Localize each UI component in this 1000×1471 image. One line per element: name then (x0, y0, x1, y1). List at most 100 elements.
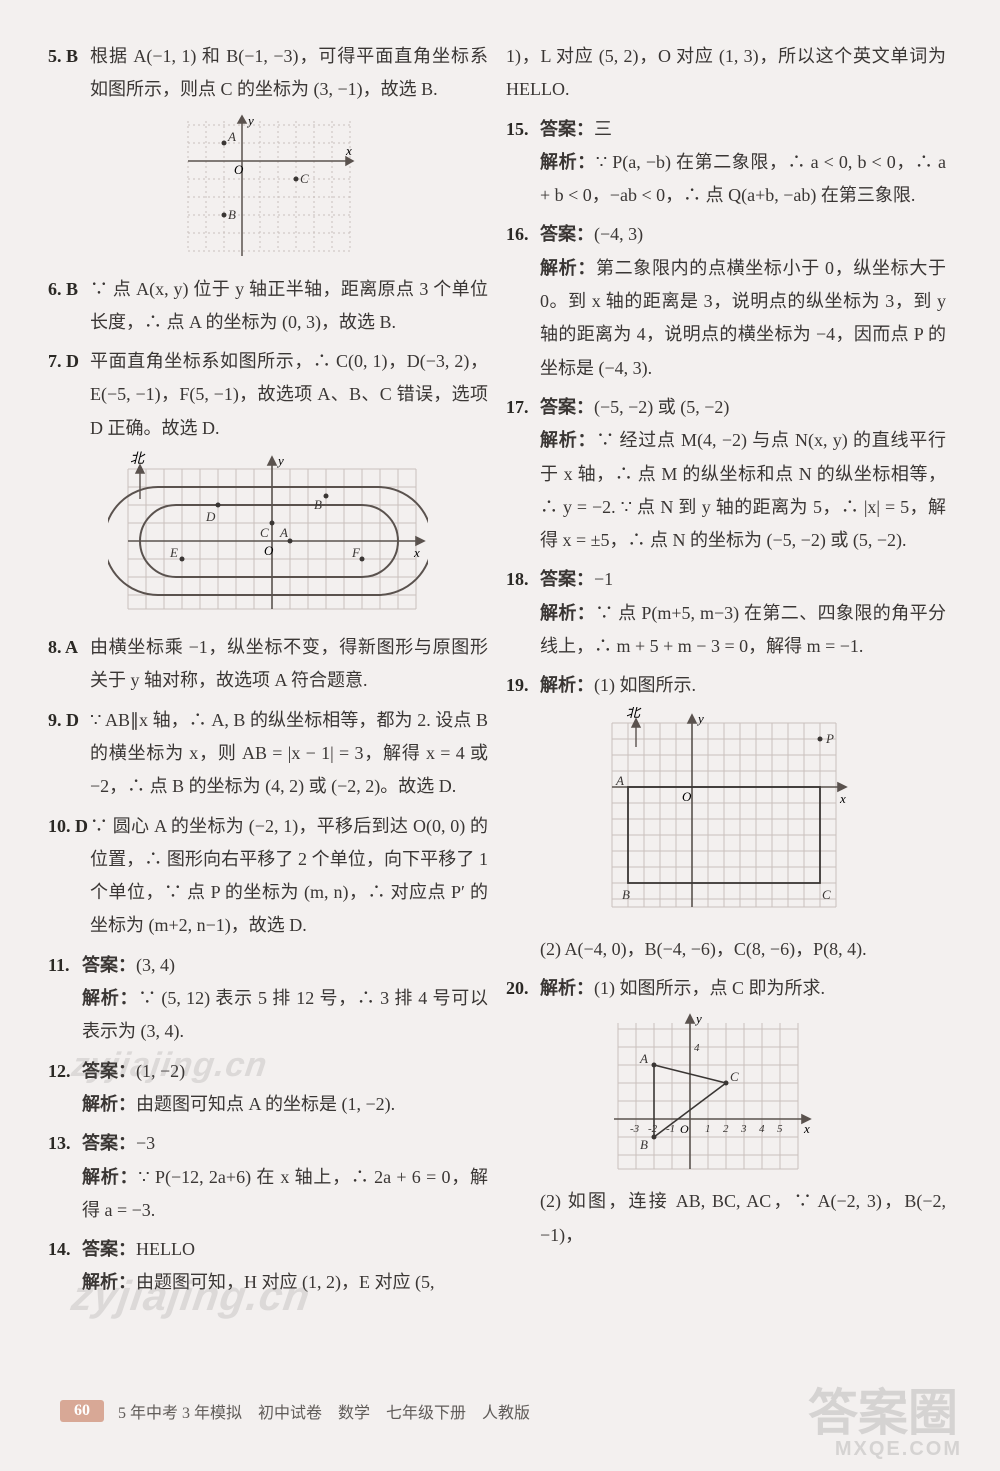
footer-text: 5 年中考 3 年模拟 初中试卷 数学 七年级下册 人教版 (118, 1399, 530, 1423)
column-right: 1)，L 对应 (5, 2)，O 对应 (1, 3)，所以这个英文单词为 HEL… (506, 40, 946, 1306)
svg-text:C: C (260, 525, 269, 540)
page-number: 60 (60, 1400, 104, 1422)
q6-number: 6. B (48, 273, 78, 306)
question-18: 18. 答案：−1 解析：∵ 点 P(m+5, m−3) 在第二、四象限的角平分… (506, 563, 946, 663)
q19-part2: (2) A(−4, 0)，B(−4, −6)，C(8, −6)，P(8, 4). (540, 933, 946, 966)
svg-text:x: x (839, 791, 846, 806)
answer-label: 答案： (82, 1239, 136, 1259)
svg-text:B: B (640, 1137, 648, 1152)
svg-text:F: F (351, 545, 361, 560)
explain-label: 解析： (82, 988, 138, 1008)
question-15: 15. 答案：三 解析：∵ P(a, −b) 在第二象限，∴ a < 0, b … (506, 113, 946, 213)
q7-number: 7. D (48, 345, 79, 378)
question-8: 8. A 由横坐标乘 −1，纵坐标不变，得新图形与原图形关于 y 轴对称，故选项… (48, 631, 488, 698)
q9-number: 9. D (48, 704, 79, 737)
svg-text:A: A (639, 1051, 648, 1066)
question-10: 10. D ∵ 圆心 A 的坐标为 (−2, 1)，平移后到达 O(0, 0) … (48, 810, 488, 943)
question-17: 17. 答案：(−5, −2) 或 (5, −2) 解析：∵ 经过点 M(4, … (506, 391, 946, 557)
svg-text:B: B (622, 887, 630, 902)
svg-text:4: 4 (759, 1123, 765, 1135)
explain-label: 解析： (540, 258, 596, 278)
svg-text:y: y (246, 113, 254, 128)
question-11: 11. 答案：(3, 4) 解析：∵ (5, 12) 表示 5 排 12 号，∴… (48, 949, 488, 1049)
answer-label: 答案： (82, 1061, 136, 1081)
q6-text: ∵ 点 A(x, y) 位于 y 轴正半轴，距离原点 3 个单位长度，∴ 点 A… (90, 273, 488, 340)
q18-body: 答案：−1 解析：∵ 点 P(m+5, m−3) 在第二、四象限的角平分线上，∴… (540, 563, 946, 663)
q17-explain: ∵ 经过点 M(4, −2) 与点 N(x, y) 的直线平行于 x 轴，∴ 点… (540, 430, 946, 550)
q20-figure: O x y -3-2-1 123 45 4 A C (606, 1009, 846, 1179)
column-left: 5. B 根据 A(−1, 1) 和 B(−1, −3)，可得平面直角坐标系如图… (48, 40, 488, 1306)
q17-body: 答案：(−5, −2) 或 (5, −2) 解析：∵ 经过点 M(4, −2) … (540, 391, 946, 557)
answer-label: 答案： (82, 1133, 136, 1153)
q18-explain: ∵ 点 P(m+5, m−3) 在第二、四象限的角平分线上，∴ m + 5 + … (540, 603, 946, 656)
explain-label: 解析： (540, 430, 596, 450)
svg-text:C: C (300, 171, 309, 186)
svg-text:B: B (228, 207, 236, 222)
q13-answer: −3 (136, 1133, 155, 1153)
svg-text:O: O (680, 1122, 689, 1136)
q11-explain: ∵ (5, 12) 表示 5 排 12 号，∴ 3 排 4 号可以表示为 (3,… (82, 988, 488, 1041)
svg-text:O: O (264, 543, 274, 558)
answer-label: 答案： (540, 224, 594, 244)
q15-number: 15. (506, 113, 529, 146)
page: 5. B 根据 A(−1, 1) 和 B(−1, −3)，可得平面直角坐标系如图… (0, 0, 1000, 1306)
question-13: 13. 答案：−3 解析：∵ P(−12, 2a+6) 在 x 轴上，∴ 2a … (48, 1127, 488, 1227)
q14-answer: HELLO (136, 1239, 195, 1259)
q12-explain: 由题图可知点 A 的坐标是 (1, −2). (136, 1094, 395, 1114)
svg-text:1: 1 (705, 1123, 711, 1135)
q19-number: 19. (506, 669, 529, 702)
explain-label: 解析： (82, 1094, 136, 1114)
explain-label: 解析： (540, 675, 594, 695)
q16-explain: 第二象限内的点横坐标小于 0，纵坐标大于 0。到 x 轴的距离是 3，说明点的纵… (540, 258, 946, 378)
svg-text:x: x (803, 1121, 810, 1136)
q14-explain: 由题图可知，H 对应 (1, 2)，E 对应 (5, (136, 1272, 434, 1292)
explain-label: 解析： (540, 152, 596, 172)
svg-text:y: y (694, 1011, 702, 1026)
svg-text:y: y (276, 453, 284, 468)
q15-explain: ∵ P(a, −b) 在第二象限，∴ a < 0, b < 0，∴ a + b … (540, 152, 946, 205)
q8-text: 由横坐标乘 −1，纵坐标不变，得新图形与原图形关于 y 轴对称，故选项 A 符合… (90, 631, 488, 698)
q9-text: ∵ AB∥x 轴，∴ A, B 的纵坐标相等，都为 2. 设点 B 的横坐标为 … (90, 704, 488, 804)
q12-answer: (1, −2) (136, 1061, 185, 1081)
explain-label: 解析： (82, 1167, 138, 1187)
q13-body: 答案：−3 解析：∵ P(−12, 2a+6) 在 x 轴上，∴ 2a + 6 … (82, 1127, 488, 1227)
svg-text:4: 4 (694, 1042, 700, 1054)
explain-label: 解析： (540, 603, 595, 623)
q10-number: 10. D (48, 810, 88, 843)
question-14: 14. 答案：HELLO 解析：由题图可知，H 对应 (1, 2)，E 对应 (… (48, 1233, 488, 1300)
svg-text:北: 北 (130, 451, 146, 467)
question-14-cont: 1)，L 对应 (5, 2)，O 对应 (1, 3)，所以这个英文单词为 HEL… (506, 40, 946, 107)
answer-label: 答案： (540, 119, 594, 139)
q16-number: 16. (506, 218, 529, 251)
svg-text:-2: -2 (648, 1123, 658, 1135)
svg-text:O: O (234, 162, 244, 177)
watermark-icon: MXQE.COM (835, 1438, 962, 1461)
svg-text:x: x (345, 143, 352, 158)
svg-text:B: B (314, 497, 322, 512)
explain-label: 解析： (82, 1272, 136, 1292)
svg-text:P: P (825, 731, 834, 746)
q11-number: 11. (48, 949, 70, 982)
q20-part2: (2) 如图，连接 AB, BC, AC，∵ A(−2, 3)，B(−2, −1… (540, 1185, 946, 1252)
q14-number: 14. (48, 1233, 71, 1266)
svg-text:C: C (822, 887, 831, 902)
q8-number: 8. A (48, 631, 78, 664)
q14-body: 答案：HELLO 解析：由题图可知，H 对应 (1, 2)，E 对应 (5, (82, 1233, 488, 1300)
question-12: 12. 答案：(1, −2) 解析：由题图可知点 A 的坐标是 (1, −2). (48, 1055, 488, 1122)
q5-number: 5. B (48, 40, 78, 73)
answer-label: 答案： (82, 955, 136, 975)
question-19: 19. 解析：(1) 如图所示. (506, 669, 946, 966)
svg-text:C: C (730, 1069, 739, 1084)
question-5: 5. B 根据 A(−1, 1) 和 B(−1, −3)，可得平面直角坐标系如图… (48, 40, 488, 267)
svg-text:E: E (169, 545, 178, 560)
q17-answer: (−5, −2) 或 (5, −2) (594, 397, 729, 417)
watermark-icon: 答案圈 (808, 1373, 958, 1445)
q13-number: 13. (48, 1127, 71, 1160)
svg-text:x: x (413, 545, 420, 560)
q15-body: 答案：三 解析：∵ P(a, −b) 在第二象限，∴ a < 0, b < 0，… (540, 113, 946, 213)
svg-text:5: 5 (777, 1123, 783, 1135)
q11-body: 答案：(3, 4) 解析：∵ (5, 12) 表示 5 排 12 号，∴ 3 排… (82, 949, 488, 1049)
question-20: 20. 解析：(1) 如图所示，点 C 即为所求. (506, 972, 946, 1252)
q18-number: 18. (506, 563, 529, 596)
q12-number: 12. (48, 1055, 71, 1088)
